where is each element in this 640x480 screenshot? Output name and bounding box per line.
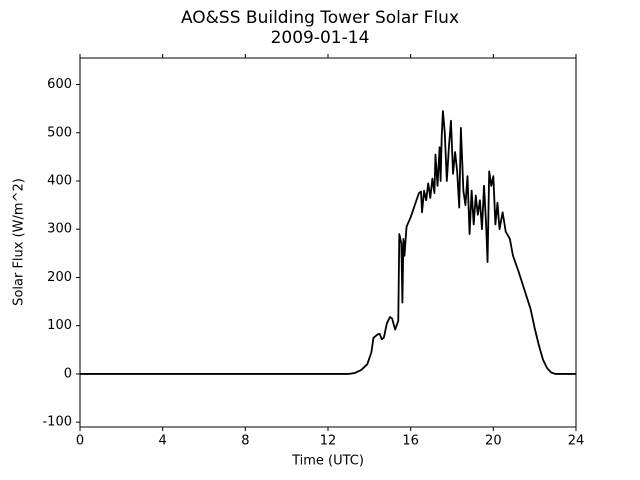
y-tick-label: 400: [47, 174, 72, 189]
plot-frame: [79, 57, 577, 428]
x-tick-label: 16: [402, 434, 419, 449]
y-tick-label: 200: [47, 270, 72, 285]
chart-subtitle: 2009-01-14: [271, 28, 370, 48]
x-tick-label: 12: [320, 434, 337, 449]
y-tick-label: 100: [47, 318, 72, 333]
chart-title: AO&SS Building Tower Solar Flux: [181, 8, 459, 28]
y-tick-label: 0: [64, 366, 72, 381]
x-tick-label: 24: [568, 434, 585, 449]
y-tick-label: 600: [47, 77, 72, 92]
x-axis-label: Time (UTC): [291, 454, 364, 469]
x-tick-label: 4: [159, 434, 167, 449]
x-tick-label: 20: [485, 434, 502, 449]
x-tick-label: 8: [241, 434, 249, 449]
y-axis-label: Solar Flux (W/m^2): [12, 178, 27, 306]
line-series: [80, 110, 576, 375]
y-tick-label: -100: [42, 415, 72, 430]
x-tick-label: 0: [76, 434, 84, 449]
y-tick-label: 300: [47, 222, 72, 237]
y-tick-label: 500: [47, 125, 72, 140]
